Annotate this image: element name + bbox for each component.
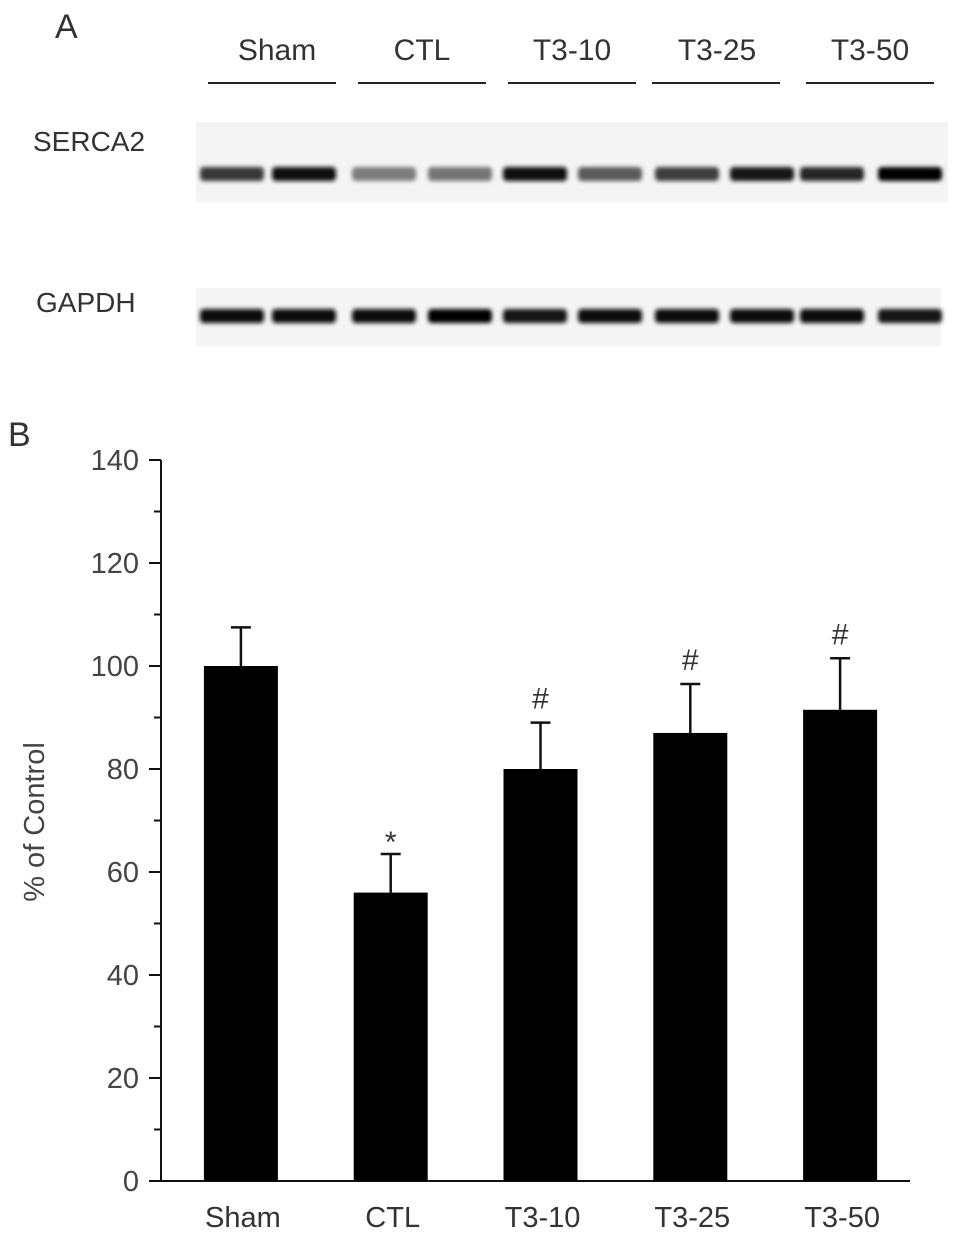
blot-group-label-t3-25: T3-25 — [677, 34, 757, 67]
y-tick-label: 20 — [107, 1063, 139, 1095]
blot-group-line-t3-25 — [652, 82, 780, 84]
serca2-band-6 — [578, 167, 642, 181]
y-tick-label: 80 — [107, 754, 139, 786]
significance-marker-ctl: * — [385, 826, 397, 859]
serca2-band-9 — [800, 167, 864, 181]
panel-b-letter: B — [8, 416, 31, 454]
y-tick-label: 40 — [107, 960, 139, 992]
significance-marker-t3-50: # — [832, 618, 849, 651]
gapdh-band-1 — [200, 309, 264, 323]
y-axis: 0 20 40 60 80 100 120 140 — [91, 445, 162, 1198]
y-tick-label: 140 — [91, 445, 139, 477]
blot-group-line-t3-50 — [806, 82, 934, 84]
x-tick-label-sham: Sham — [205, 1202, 281, 1234]
bar-t3-25 — [653, 732, 728, 1181]
gapdh-band-5 — [503, 309, 567, 323]
blot-group-line-sham — [208, 82, 336, 84]
bar-ctl — [353, 892, 428, 1181]
blot-group-label-t3-10: T3-10 — [532, 34, 612, 67]
bars: * # # # — [203, 618, 878, 1181]
blot-row-label-gapdh: GAPDH — [36, 287, 136, 318]
x-tick-label-t3-25: T3-25 — [654, 1202, 730, 1234]
western-blot-panel: Sham CTL T3-10 T3-25 T3-50 SERCA2 GAPDH — [0, 0, 969, 370]
serca2-band-3 — [352, 167, 416, 181]
bar-t3-50 — [803, 709, 878, 1181]
gapdh-band-9 — [800, 309, 864, 323]
serca2-band-4 — [428, 167, 492, 181]
y-tick-label: 0 — [123, 1166, 139, 1198]
serca2-bands — [200, 167, 942, 181]
bar-t3-10 — [503, 769, 578, 1181]
gapdh-bands — [200, 309, 942, 323]
blot-row-label-serca2: SERCA2 — [33, 126, 146, 157]
serca2-band-10 — [878, 167, 942, 181]
gapdh-band-3 — [352, 309, 416, 323]
serca2-band-7 — [655, 167, 719, 181]
blot-group-label-t3-50: T3-50 — [830, 34, 910, 67]
blot-group-label-sham: Sham — [237, 34, 317, 67]
blot-bands — [196, 122, 948, 346]
serca2-blot-strip — [196, 122, 948, 202]
panel-a-letter: A — [55, 8, 78, 46]
x-tick-label-t3-50: T3-50 — [804, 1202, 880, 1234]
serca2-band-2 — [272, 167, 336, 181]
serca2-band-1 — [200, 167, 264, 181]
blot-group-label-ctl: CTL — [393, 34, 451, 67]
y-tick-label: 120 — [91, 548, 139, 580]
gapdh-band-10 — [878, 309, 942, 323]
gapdh-band-6 — [578, 309, 642, 323]
bar-sham — [203, 666, 278, 1181]
x-tick-label-ctl: CTL — [365, 1202, 420, 1234]
blot-group-line-t3-10 — [508, 82, 636, 84]
serca2-band-8 — [730, 167, 794, 181]
x-axis: Sham CTL T3-10 T3-25 T3-50 — [161, 1180, 910, 1234]
gapdh-band-2 — [272, 309, 336, 323]
gapdh-band-4 — [428, 309, 492, 323]
gapdh-band-8 — [730, 309, 794, 323]
significance-marker-t3-10: # — [532, 683, 549, 716]
y-axis-label: % of Control — [19, 742, 51, 902]
y-tick-label: 100 — [91, 651, 139, 683]
bar-chart: 0 20 40 60 80 100 120 140 Sham CTL T3-10 T3-25 T3-5… — [19, 445, 910, 1234]
significance-marker-t3-25: # — [682, 644, 699, 677]
gapdh-band-7 — [655, 309, 719, 323]
blot-group-line-ctl — [358, 82, 486, 84]
y-tick-label: 60 — [107, 857, 139, 889]
x-tick-label-t3-10: T3-10 — [505, 1202, 581, 1234]
serca2-band-5 — [503, 167, 567, 181]
